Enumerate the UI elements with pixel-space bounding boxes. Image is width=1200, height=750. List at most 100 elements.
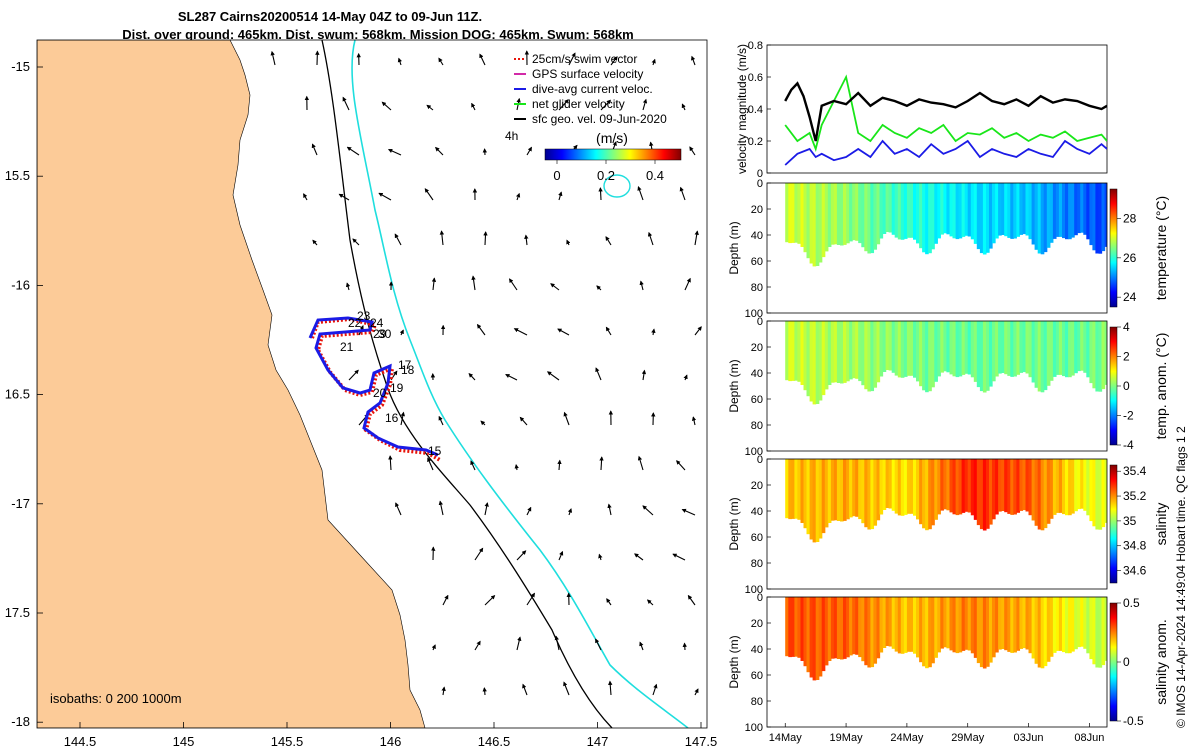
section-cell — [833, 597, 838, 659]
section-cell — [916, 459, 920, 520]
geo-vector — [400, 411, 405, 426]
section-cell — [964, 183, 969, 236]
section-cell — [824, 459, 829, 528]
depth-tick-label: 80 — [751, 558, 763, 570]
section-cell — [873, 459, 878, 526]
section-cell — [846, 459, 850, 520]
section-cell — [906, 183, 911, 238]
section-cell — [855, 597, 859, 655]
section-cell — [946, 459, 951, 511]
day-label: 30 — [378, 327, 392, 341]
section-cell — [922, 597, 926, 667]
legend-entry: dive-avg current veloc. — [532, 82, 653, 96]
depth-tick-label: 40 — [751, 230, 763, 242]
map-x-tick-label: 147.5 — [685, 734, 718, 749]
section-cell — [1022, 183, 1027, 235]
section-cell — [928, 459, 932, 530]
section-cell — [858, 321, 862, 382]
colorbar-tick-label: 35.4 — [1123, 464, 1147, 478]
section-cell — [949, 321, 954, 375]
section-cell — [849, 321, 853, 380]
section-cell — [961, 183, 966, 237]
section-cell — [909, 459, 914, 514]
geo-vector — [646, 599, 654, 606]
section-cell — [1010, 597, 1014, 653]
section-cell — [1077, 459, 1081, 510]
section-colorbar — [1109, 464, 1118, 584]
section-cell — [998, 459, 1002, 512]
section-cell — [1098, 459, 1103, 530]
geo-vector — [397, 57, 403, 66]
section-cell — [906, 459, 911, 514]
section-cell — [903, 459, 908, 515]
section-cell — [882, 321, 887, 372]
section-cell — [1028, 321, 1033, 378]
section-cell — [827, 459, 832, 523]
section-cell — [1055, 321, 1060, 375]
section-cell — [1098, 597, 1103, 668]
geo-vector — [509, 278, 518, 291]
section-cell — [797, 321, 802, 382]
section-cell — [1040, 597, 1045, 669]
map-x-tick-label: 146 — [380, 734, 402, 749]
section-cell — [931, 459, 935, 526]
section-cell — [952, 597, 957, 653]
geo-vector — [558, 99, 569, 111]
section-cell — [922, 183, 926, 253]
section-cell — [1104, 321, 1107, 385]
section-cell — [913, 597, 917, 654]
geo-vector — [641, 369, 647, 381]
section-cell — [913, 321, 917, 378]
section-cell — [931, 321, 935, 388]
depth-tick-label: 100 — [745, 584, 763, 596]
section-cell — [992, 597, 996, 658]
colorbar-tick-label: 34.8 — [1123, 539, 1147, 553]
geo-vector — [639, 280, 644, 291]
geo-vector — [652, 683, 658, 696]
section-cell — [849, 459, 853, 518]
geo-vector — [639, 641, 644, 651]
time-tick-label: 19May — [830, 732, 864, 744]
geo-vector — [441, 686, 446, 696]
section-cell — [830, 183, 835, 245]
colorbar-tick-label: -0.5 — [1123, 714, 1144, 728]
section-cell — [1007, 597, 1011, 652]
geo-vector — [484, 594, 496, 606]
section-cell — [1089, 597, 1094, 660]
section-cell — [824, 597, 829, 666]
colorbar-tick-label: 35.2 — [1123, 489, 1147, 503]
geo-vector — [526, 506, 532, 516]
section-cell — [821, 459, 826, 534]
geo-vector — [438, 415, 444, 426]
colorbar-tick-label: 0.4 — [646, 168, 664, 183]
section-cell — [858, 597, 862, 658]
geo-vector — [516, 550, 527, 561]
depth-tick-label: 40 — [751, 368, 763, 380]
section-cell — [812, 597, 817, 681]
section-cell — [955, 459, 960, 516]
section-cell — [785, 183, 789, 243]
section-cell — [1040, 321, 1045, 393]
section-cell — [919, 321, 923, 387]
depth-tick-label: 60 — [751, 394, 763, 406]
geo-vector — [598, 553, 603, 561]
velocity-series-line — [784, 74, 1107, 152]
section-cell — [1086, 321, 1090, 378]
geo-vector — [526, 592, 535, 606]
section-cell — [922, 459, 926, 529]
section-cell — [1071, 597, 1075, 652]
section-cell — [788, 597, 792, 658]
section-cell — [882, 183, 887, 234]
section-cell — [1022, 321, 1027, 373]
glider-track-line — [308, 316, 439, 457]
section-cell — [1058, 183, 1063, 237]
section-cell — [940, 183, 944, 235]
velocity-y-tick-label: 0.4 — [748, 104, 763, 116]
section-cell — [925, 459, 929, 531]
section-cell — [1058, 459, 1063, 513]
day-label: 20 — [373, 386, 387, 400]
section-cell — [800, 321, 805, 385]
section-cell — [967, 321, 972, 375]
section-cell — [1092, 183, 1097, 251]
